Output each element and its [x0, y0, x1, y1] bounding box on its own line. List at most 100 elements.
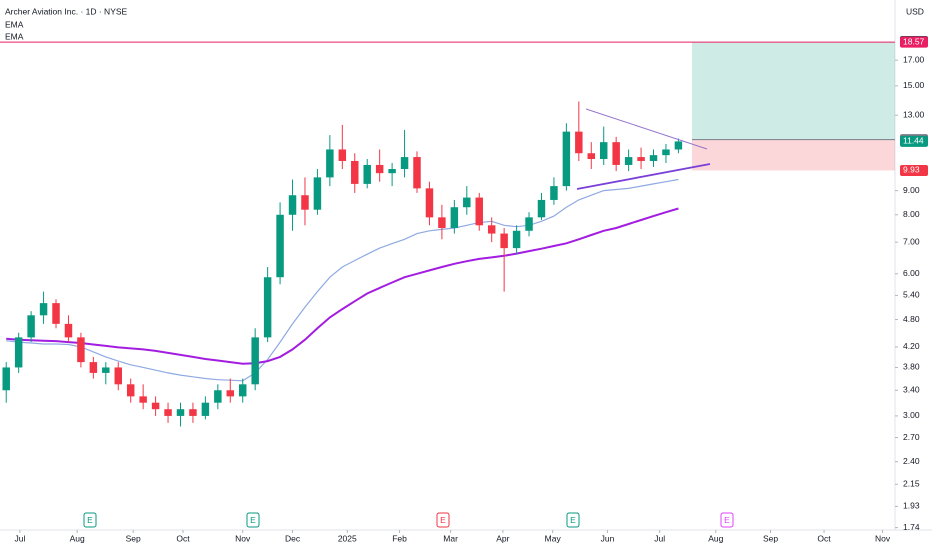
y-tick-label: 13.00: [903, 109, 925, 119]
candle-body: [263, 277, 272, 338]
candle-body: [89, 362, 98, 373]
x-tick-label: Oct: [176, 533, 190, 543]
x-tick-label: Jul: [14, 533, 25, 543]
earnings-marker: [246, 512, 260, 528]
candle-body: [164, 409, 172, 416]
y-tick-label: 15.00: [903, 80, 925, 90]
y-tick-label: 4.80: [903, 314, 920, 324]
candle-body: [189, 409, 197, 416]
x-tick-label: Jul: [654, 533, 665, 543]
x-tick-label: Jun: [601, 533, 615, 543]
x-tick-label: Aug: [70, 533, 85, 543]
candle-body: [400, 157, 409, 170]
candle-body: [575, 131, 583, 154]
ema-line: [6, 207, 679, 365]
y-tick-label: 1.93: [903, 501, 920, 511]
candle-body: [550, 186, 558, 200]
y-tick-label: 2.40: [903, 456, 920, 466]
candle-body: [2, 367, 10, 391]
earnings-marker: [566, 512, 580, 528]
price-badge: [900, 36, 928, 48]
candle-body: [288, 195, 297, 215]
x-tick-label: 2025: [338, 533, 357, 543]
candle-body: [662, 149, 670, 156]
price-badge-label: 18.57: [903, 36, 925, 46]
candle-body: [114, 367, 122, 385]
candle-body: [413, 157, 421, 189]
y-tick-label: 8.00: [903, 209, 920, 219]
candle-body: [214, 390, 222, 403]
candle-body: [525, 217, 533, 231]
candle-body: [52, 303, 60, 324]
candle-body: [238, 384, 247, 397]
earnings-marker: [720, 512, 734, 528]
candle-body: [599, 142, 608, 160]
x-tick-label: May: [545, 533, 562, 543]
y-tick-label: 17.00: [903, 54, 925, 64]
candle-body: [438, 217, 446, 229]
x-tick-label: Oct: [817, 533, 831, 543]
ema-line: [6, 178, 679, 382]
candle-body: [176, 409, 185, 416]
y-tick-label: 9.00: [903, 185, 920, 195]
x-tick-label: Apr: [496, 533, 509, 543]
candle-body: [425, 188, 434, 218]
y-tick-label: 3.80: [903, 362, 920, 372]
candle-body: [39, 303, 48, 316]
axis: 17.00 15.00 13.00 9.00 8.00 7.00 6.00 5.40 4.80 4…: [14, 36, 928, 543]
earnings-label: E: [724, 515, 730, 525]
candle-body: [151, 402, 160, 410]
candle-body: [475, 197, 483, 226]
candle-body: [363, 164, 371, 184]
y-tick-label: 6.00: [903, 268, 920, 278]
trend-line: [576, 163, 711, 190]
target-zone: [692, 42, 895, 140]
x-tick-label: Aug: [708, 533, 723, 543]
candle-body: [351, 160, 359, 184]
candle-body: [139, 396, 147, 403]
candle-body: [587, 153, 596, 160]
price-badge-label: 11.44: [903, 136, 924, 146]
candle-body: [201, 402, 210, 416]
legend-entry: EMA: [5, 31, 24, 41]
candle-body: [27, 315, 35, 338]
stop-zone: [692, 139, 895, 171]
candle-body: [562, 131, 571, 187]
x-tick-label: Sep: [763, 533, 778, 543]
candle-body: [450, 207, 459, 229]
earnings-marker: [436, 512, 450, 528]
candle-body: [637, 157, 645, 161]
earnings-label: E: [87, 515, 93, 525]
candle-body: [77, 337, 85, 363]
y-tick-label: 3.00: [903, 410, 920, 420]
candle-body: [14, 337, 23, 368]
x-tick-label: Feb: [392, 533, 407, 543]
earnings-label: E: [250, 515, 256, 525]
candle-body: [487, 225, 496, 234]
x-tick-label: Nov: [875, 533, 891, 543]
price-badge: [900, 164, 928, 176]
candle-body: [674, 141, 683, 150]
x-tick-label: Dec: [285, 533, 301, 543]
trend-line: [585, 108, 708, 150]
x-tick-label: Mar: [443, 533, 458, 543]
candle-body: [500, 233, 508, 249]
candle-body: [375, 164, 384, 174]
candle-body: [301, 195, 309, 210]
y-tick-label: 4.20: [903, 341, 920, 351]
candle-body: [276, 214, 284, 278]
candle-body: [226, 390, 235, 397]
candle-body: [512, 230, 521, 249]
price-badge-label: 9.93: [903, 165, 920, 175]
chart-title: Archer Aviation Inc. · 1D · NYSE: [5, 6, 128, 16]
candle-body: [126, 384, 135, 397]
y-tick-label: 3.40: [903, 385, 920, 395]
x-tick-label: Nov: [235, 533, 251, 543]
candle-body: [313, 177, 322, 210]
legend-entry: EMA: [5, 19, 24, 29]
candle-body: [251, 337, 259, 385]
candle-body: [463, 197, 471, 208]
candle-body: [102, 367, 110, 373]
candle-body: [326, 149, 334, 178]
